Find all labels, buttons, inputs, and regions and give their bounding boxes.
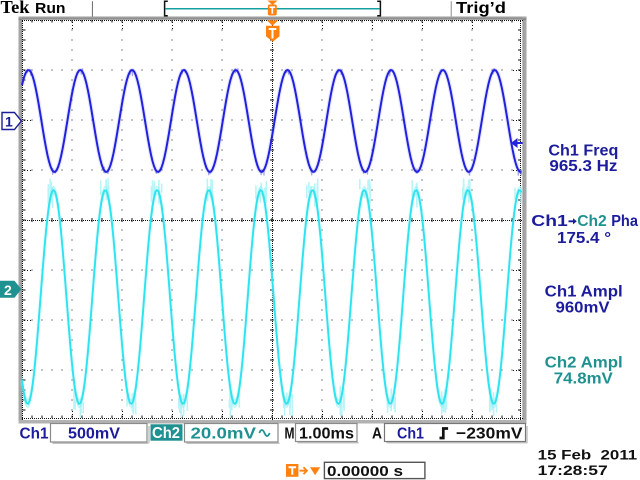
svg-text:500mV: 500mV (68, 425, 120, 442)
svg-text:960mV: 960mV (556, 299, 610, 316)
svg-text:−230mV: −230mV (456, 425, 523, 442)
svg-text:20.0mV: 20.0mV (191, 425, 257, 442)
svg-text:1: 1 (5, 114, 13, 130)
svg-text:17:28:57: 17:28:57 (538, 462, 608, 478)
svg-text:Ch1 Ampl: Ch1 Ampl (545, 284, 623, 301)
svg-text:15 Feb 2011: 15 Feb 2011 (538, 446, 638, 462)
svg-text:2: 2 (4, 282, 12, 298)
svg-text:Ch1: Ch1 (531, 213, 568, 230)
svg-text:Ch1: Ch1 (20, 425, 49, 442)
svg-text:Pha: Pha (611, 213, 638, 230)
svg-text:Tek: Tek (1, 0, 30, 17)
svg-text:74.8mV: 74.8mV (554, 371, 613, 388)
svg-text:175.4 °: 175.4 ° (557, 230, 611, 247)
svg-text:Ch1 Freq: Ch1 Freq (548, 142, 618, 159)
svg-text:Ch2: Ch2 (152, 425, 180, 442)
svg-text:M: M (285, 425, 295, 442)
svg-text:Ch2: Ch2 (577, 213, 607, 230)
svg-text:Ch1: Ch1 (397, 425, 424, 442)
svg-text:1.00ms: 1.00ms (299, 425, 354, 442)
svg-text:A: A (372, 425, 382, 442)
svg-text:0.00000 s: 0.00000 s (327, 463, 403, 480)
svg-text:965.3 Hz: 965.3 Hz (549, 158, 617, 175)
svg-text:Run: Run (35, 1, 66, 17)
svg-text:Trig’d: Trig’d (456, 0, 506, 17)
svg-text:Ch2 Ampl: Ch2 Ampl (545, 354, 623, 371)
